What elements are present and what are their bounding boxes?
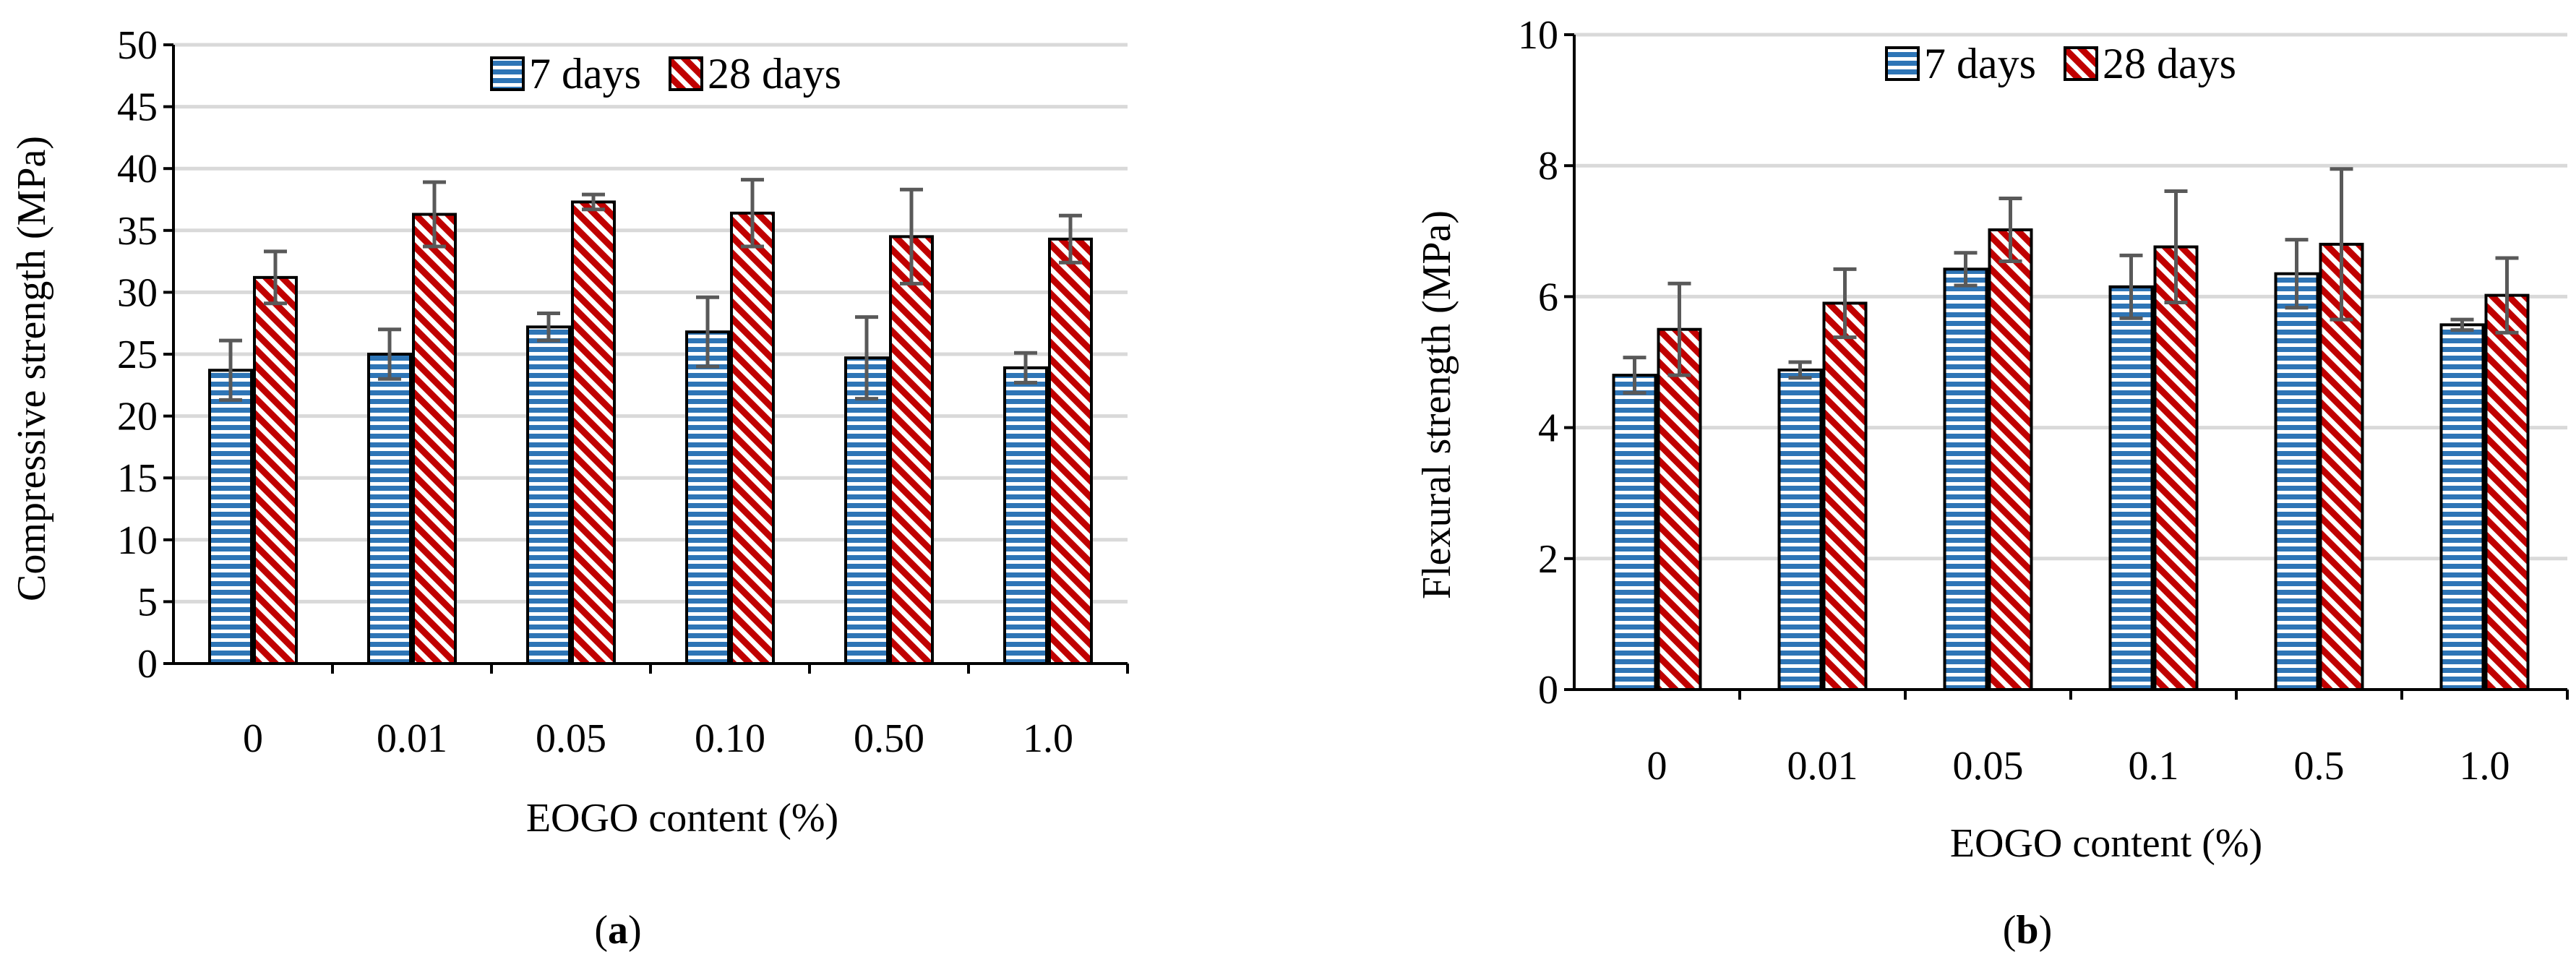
legend-label-28-days: 28 days [2103,40,2236,87]
chart-a-bars [208,200,1093,666]
y-tick-label: 50 [117,23,158,68]
x-tick-label: 0.50 [854,716,924,761]
bar-28-days [1988,228,2033,692]
x-tick-label: 0.5 [2294,744,2345,789]
y-tick-label: 4 [1538,406,1558,451]
chart-b-error-bars [1623,167,2519,395]
x-tick-label: 1.0 [1023,716,1073,761]
legend-label-28-days: 28 days [708,50,841,98]
legend-swatch-7-days [1885,46,1920,81]
x-tick-label: 1.0 [2460,744,2510,789]
y-tick-label: 2 [1538,537,1558,582]
legend-swatch-28-days [668,56,703,91]
bar-7-days [1943,267,1988,691]
chart-b-flexural-strength: 0 2 4 6 8 10 0 0.01 0.05 0.1 0.5 1.0 7 days 28 days… [1414,13,2569,953]
chart-b-y-tick-labels: 0 2 4 6 8 10 [1518,13,1558,713]
y-tick-label: 8 [1538,144,1558,189]
bar-28-days [1822,301,1868,691]
chart-b-caption-letter: b [2016,908,2038,953]
chart-b-gridlines [1574,33,2567,561]
chart-b-y-axis-label: Flexural strength (MPa) [1414,210,1459,599]
legend-label-7-days: 7 days [1924,40,2036,87]
chart-b-bars [1612,228,2530,692]
x-tick-label: 0.05 [536,716,606,761]
bar-28-days [2153,245,2199,691]
bar-7-days [2274,272,2319,691]
bar-7-days [526,325,571,665]
bar-28-days [889,235,934,665]
chart-a-x-axis-label: EOGO content (%) [526,796,838,841]
y-tick-label: 5 [137,580,158,625]
y-tick-label: 15 [117,456,158,501]
x-tick-label: 0.01 [377,716,447,761]
bar-7-days [208,369,253,665]
y-tick-label: 10 [1518,13,1558,58]
chart-a-gridlines [173,43,1128,604]
y-tick-label: 0 [1538,668,1558,713]
chart-a-caption: (a) [594,908,641,953]
chart-b-caption: (b) [2003,908,2052,953]
y-tick-label: 35 [117,209,158,254]
legend-label-7-days: 7 days [529,50,641,98]
x-tick-label: 0 [243,716,263,761]
x-tick-label: 0.1 [2129,744,2179,789]
y-tick-label: 40 [117,147,158,192]
x-tick-label: 0 [1647,744,1667,789]
y-tick-label: 25 [117,332,158,377]
chart-a-axes [163,43,1129,674]
y-tick-label: 10 [117,518,158,563]
chart-a-caption-letter: a [608,908,628,953]
x-tick-label: 0.01 [1787,744,1858,789]
x-tick-label: 0.10 [695,716,765,761]
chart-a-y-axis-label: Compressive strength (MPa) [9,136,54,601]
x-tick-label: 0.05 [1953,744,2024,789]
chart-a-y-tick-labels: 0 5 10 15 20 25 30 35 40 45 50 [117,23,158,687]
bar-7-days [685,330,730,665]
bar-28-days [1657,327,1702,691]
bar-28-days [2484,293,2530,691]
bar-28-days [412,213,457,665]
bar-7-days [1777,368,1823,691]
bar-7-days [2439,323,2485,691]
legend-swatch-28-days [2063,46,2098,81]
chart-a-x-tick-labels: 0 0.01 0.05 0.10 0.50 1.0 [243,716,1073,761]
y-tick-label: 45 [117,85,158,130]
bar-28-days [1048,237,1093,665]
chart-b-axes [1564,33,2569,700]
bar-28-days [571,200,616,665]
bar-7-days [844,356,889,665]
bar-28-days [730,211,775,666]
chart-a-compressive-strength: 0 5 10 15 20 25 30 35 40 45 50 0 0.01 0.05 0.10 0.50 1.… [9,23,1129,953]
legend-swatch-7-days [490,56,525,91]
chart-b-x-tick-labels: 0 0.01 0.05 0.1 0.5 1.0 [1647,744,2510,789]
y-tick-label: 30 [117,270,158,315]
chart-b-legend: 7 days 28 days [1885,40,2236,87]
chart-a-error-bars [219,178,1082,402]
bar-7-days [2108,285,2154,691]
chart-b-x-axis-label: EOGO content (%) [1950,821,2262,866]
bar-28-days [253,275,298,665]
bar-7-days [1612,374,1657,691]
y-tick-label: 6 [1538,275,1558,319]
bar-7-days [1003,366,1048,665]
y-tick-label: 20 [117,395,158,439]
y-tick-label: 0 [137,642,158,687]
bar-7-days [367,353,412,665]
chart-a-legend: 7 days 28 days [490,50,841,98]
